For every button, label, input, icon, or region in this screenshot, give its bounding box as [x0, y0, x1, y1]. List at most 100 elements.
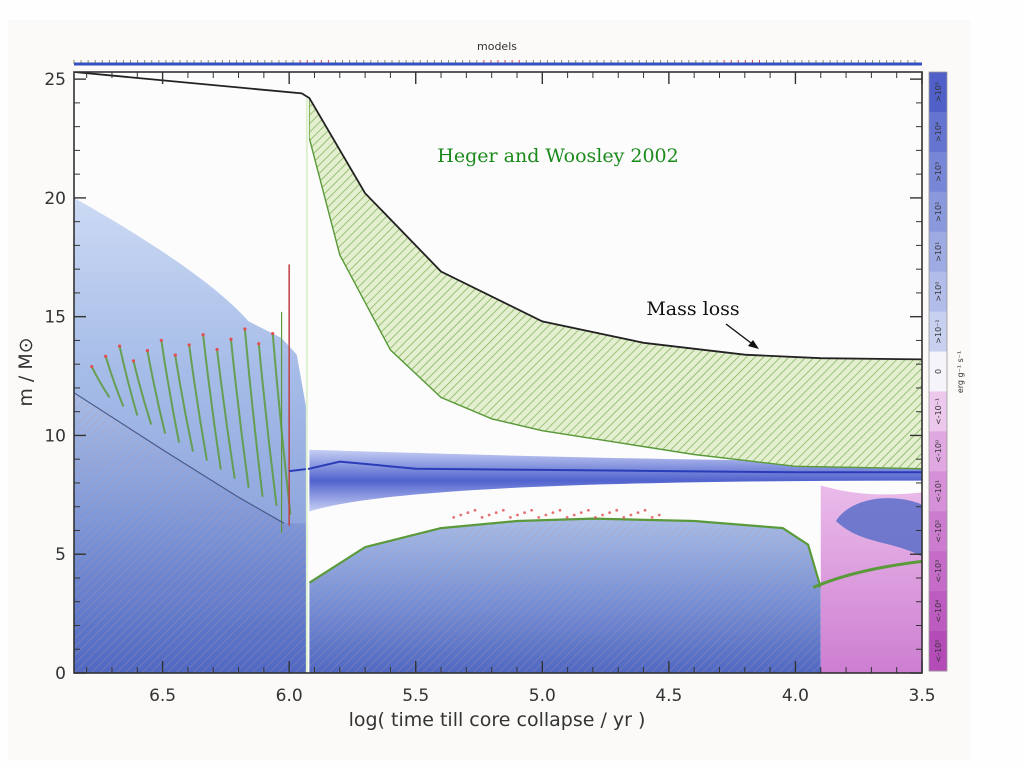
colorbar: >10⁵ >10⁴ >10³ >10² >10¹ >10⁰ >10⁻¹ 0 <-10⁻¹ <-10…	[928, 71, 948, 672]
shell-burning-marker	[501, 508, 505, 512]
total-mass-line	[74, 72, 922, 361]
colorbar-swatch	[929, 231, 947, 273]
mass-loss-arrow	[725, 323, 759, 349]
shell-burning-marker	[523, 511, 526, 515]
semiconvection-streak	[132, 360, 153, 425]
semiconvection-streak	[216, 349, 236, 479]
burning-marker	[145, 349, 150, 353]
shell-burning-marker	[452, 516, 456, 519]
y-tick-label: 0	[55, 664, 66, 684]
colorbar-swatch	[929, 471, 947, 512]
envelope-base-line	[308, 138, 922, 470]
shell-burning-marker	[579, 511, 583, 515]
colorbar-label: <-10⁵	[934, 640, 943, 663]
plot-regions	[74, 96, 922, 673]
shell-burning-marker	[509, 516, 512, 519]
shell-burning-marker	[622, 516, 626, 519]
main-sequence-core-hatch	[74, 392, 307, 673]
colorbar-swatch	[929, 551, 947, 592]
shell-burning-marker	[473, 508, 477, 512]
shell-burning-marker	[629, 513, 633, 517]
colorbar-unit: erg g⁻¹ s⁻¹	[956, 351, 965, 393]
burning-marker	[131, 359, 136, 363]
burning-marker	[90, 364, 94, 369]
semiconvection-streak	[243, 328, 264, 497]
y-tick-label: 10	[44, 426, 66, 446]
burning-marker	[271, 331, 275, 336]
shell-burning-marker	[586, 508, 590, 512]
colorbar-swatch	[929, 151, 947, 193]
shell-burning-marker	[601, 513, 604, 517]
colorbar-label: >10⁵	[934, 82, 943, 102]
shell-burning-marker	[530, 508, 534, 512]
semiconvection-streak	[90, 366, 111, 398]
burning-marker	[257, 342, 261, 346]
semiconvection-streak	[257, 343, 278, 506]
colorbar-swatch	[929, 191, 947, 233]
y-axis: 0 5 10 15 20 25	[44, 70, 922, 684]
shell-burning-marker	[572, 513, 576, 517]
shell-burning-marker	[551, 511, 555, 515]
colorbar-frame	[928, 71, 948, 672]
y-tick-label: 20	[44, 189, 66, 209]
burning-marker	[104, 354, 108, 358]
shell-burning-marker	[459, 513, 463, 517]
shell-burning-marker	[643, 508, 647, 512]
x-tick-label: 5.5	[402, 686, 429, 706]
colorbar-label: >10³	[934, 162, 943, 182]
burning-marker	[173, 353, 177, 357]
semiconvection-streak	[202, 334, 222, 470]
burning-marker	[187, 343, 191, 347]
colorbar-swatch	[929, 311, 947, 353]
shell-burning-marker	[608, 511, 612, 515]
colorbar-label: >10⁻¹	[934, 319, 943, 343]
shell-burning-marker	[565, 516, 569, 519]
colorbar-swatch	[929, 72, 947, 113]
semiconvection-streak	[271, 333, 292, 515]
burning-marker	[117, 344, 122, 348]
semiconvection-streak	[174, 355, 194, 452]
x-tick-label: 5.0	[529, 686, 556, 706]
colorbar-label: <-10³	[934, 560, 943, 583]
shell-burning-marker	[544, 513, 548, 517]
semiconvection-streak	[104, 356, 125, 407]
burning-marker	[215, 347, 219, 352]
shell-burning-marker	[636, 511, 640, 515]
colorbar-swatch	[929, 351, 947, 392]
colorbar-swatch	[929, 391, 947, 432]
models-label: models	[477, 40, 517, 53]
helium-core-hatch	[309, 518, 821, 673]
x-axis-title: log( time till core collapse / yr )	[349, 709, 646, 731]
shell-burning-marker	[650, 516, 654, 519]
shell-burning-marker	[594, 516, 597, 519]
x-tick-label: 6.0	[276, 686, 303, 706]
helium-core-boundary	[308, 517, 822, 588]
main-sequence-core-line	[74, 392, 285, 524]
mass-loss-label: Mass loss	[646, 298, 739, 320]
x-axis: 6.5 6.0 5.5 5.0 4.5 4.0 3.5	[86, 72, 936, 706]
shell-burning-marker	[466, 511, 470, 515]
colorbar-label: <-10²	[934, 520, 943, 543]
shell-burning-marker	[494, 511, 498, 515]
x-tick-label: 4.0	[782, 686, 809, 706]
shell-burning-marker	[537, 516, 541, 519]
y-tick-label: 5	[55, 545, 66, 565]
models-strip: models	[73, 40, 922, 66]
colorbar-label: <-10⁴	[934, 600, 943, 623]
semiconvection-streak	[160, 340, 181, 443]
burning-marker	[201, 333, 205, 337]
colorbar-label: 0	[934, 369, 943, 374]
hydrogen-shell-line	[289, 460, 922, 474]
colorbar-label: >10⁰	[934, 282, 943, 302]
late-shell-boundary	[812, 559, 922, 589]
semiconvection-streak	[118, 345, 139, 416]
colorbar-swatch	[929, 431, 947, 472]
y-tick-label: 15	[44, 308, 66, 328]
credit-annotation: Heger and Woosley 2002	[437, 145, 678, 167]
semiconvection-streak	[188, 344, 208, 461]
colorbar-swatch	[929, 631, 947, 672]
semiconvection-streak	[229, 339, 250, 488]
x-tick-label: 4.5	[655, 686, 682, 706]
colorbar-label: <-10¹	[934, 480, 943, 503]
